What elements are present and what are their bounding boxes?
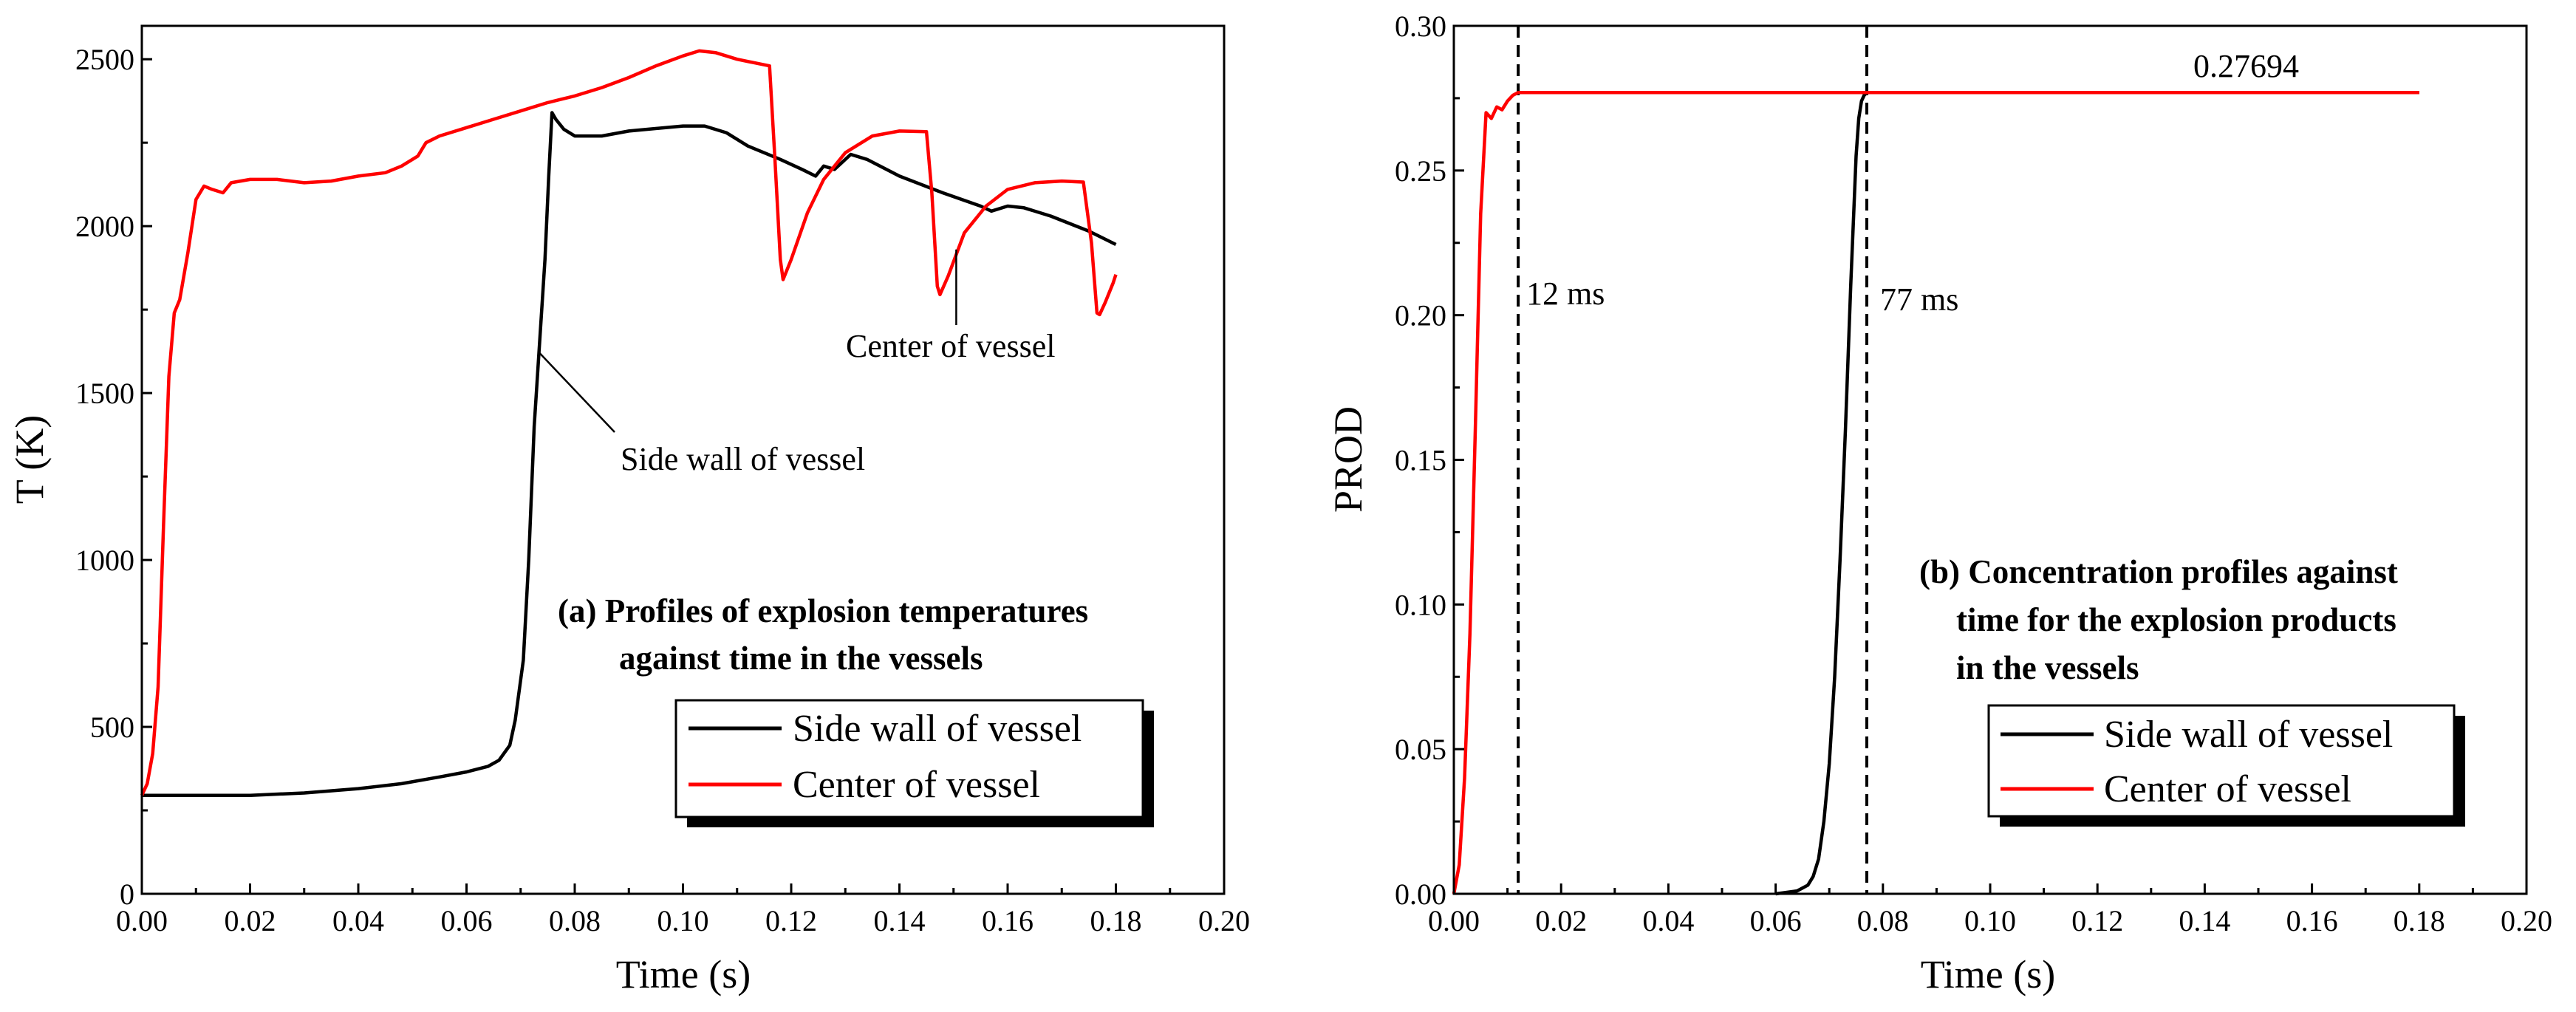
panel-a-x-tick-label: 0.16	[982, 904, 1034, 937]
panel-a-caption-line-2: against time in the vessels	[619, 640, 983, 677]
panel-b-vline-label-12ms: 12 ms	[1526, 276, 1605, 312]
panel-a-legend: Side wall of vessel Center of vessel	[674, 699, 1154, 827]
panel-b-series-center	[1452, 91, 2419, 895]
panel-b-y-tick-label: 0.25	[1395, 154, 1446, 188]
panel-b-x-tick-label: 0.14	[2179, 904, 2230, 937]
panel-b-legend-label-center: Center of vessel	[2104, 768, 2351, 810]
panel-a-y-tick-label: 0	[120, 878, 134, 911]
panel-a-x-tick-label: 0.02	[225, 904, 276, 937]
panel-b-y-tick-label: 0.20	[1395, 299, 1446, 332]
panel-b-x-tick-label: 0.10	[1964, 904, 2016, 937]
panel-b-ticks: 0.00 0.02 0.04 0.06 0.08 0.10 0.12 0.14 0.16 0.18…	[1395, 10, 2552, 937]
panel-b-vline-label-77ms: 77 ms	[1880, 281, 1958, 318]
panel-b-x-tick-label: 0.20	[2501, 904, 2552, 937]
panel-b-x-axis-label: Time (s)	[1921, 952, 2056, 996]
panel-a-series-side-wall	[142, 111, 1117, 797]
panel-b-caption-line-3: in the vessels	[1956, 649, 2139, 686]
panel-b-plateau-value-label: 0.27694	[2193, 48, 2299, 84]
panel-b-y-axis-label: PROD	[1326, 406, 1370, 513]
panel-b-y-tick-label: 0.15	[1395, 444, 1446, 477]
panel-a-side-wall-annotation: Side wall of vessel	[621, 441, 865, 477]
panel-a-legend-label-side-wall: Side wall of vessel	[793, 708, 1082, 750]
panel-a-x-axis-label: Time (s)	[616, 952, 751, 996]
panel-b-x-tick-label: 0.16	[2286, 904, 2338, 937]
panel-a-x-tick-label: 0.14	[874, 904, 926, 937]
panel-a-caption-line-1: (a) Profiles of explosion temperatures	[558, 592, 1088, 629]
panel-b-legend-box	[1987, 704, 2456, 818]
panel-a-x-tick-label: 0.20	[1198, 904, 1250, 937]
panel-a-x-tick-label: 0.18	[1090, 904, 1142, 937]
panel-b-x-tick-label: 0.02	[1535, 904, 1587, 937]
panel-a-series-group	[140, 49, 1118, 797]
panel-b-x-tick-label: 0.18	[2394, 904, 2445, 937]
panel-b-y-tick-label: 0.05	[1395, 733, 1446, 766]
panel-a-ticks: 0.00 0.02 0.04 0.06 0.08 0.10 0.12 0.14 0.16 0.18…	[75, 43, 1250, 937]
panel-b-legend: Side wall of vessel Center of vessel	[1987, 704, 2465, 827]
panel-b-y-tick-label: 0.30	[1395, 10, 1446, 43]
panel-b-x-tick-label: 0.06	[1750, 904, 1802, 937]
panel-b-y-tick-label: 0.00	[1395, 878, 1446, 911]
panel-a-x-tick-label: 0.08	[549, 904, 601, 937]
panel-a-y-tick-label: 1500	[75, 377, 134, 410]
panel-a-y-tick-label: 1000	[75, 544, 134, 577]
panel-a-x-tick-label: 0.12	[765, 904, 817, 937]
panel-a-y-tick-label: 2000	[75, 210, 134, 243]
panel-a-x-tick-label: 0.10	[657, 904, 709, 937]
panel-b-concentration-chart: 0.00 0.02 0.04 0.06 0.08 0.10 0.12 0.14 0.16 0.18…	[1326, 10, 2552, 996]
panel-a-y-tick-label: 500	[90, 711, 134, 744]
panel-a-x-tick-label: 0.04	[332, 904, 384, 937]
panel-b-series-group	[1452, 91, 2419, 896]
panel-a-legend-box	[674, 699, 1144, 818]
panel-b-x-tick-label: 0.12	[2071, 904, 2123, 937]
panel-a-center-annotation: Center of vessel	[846, 328, 1055, 364]
panel-a-legend-label-center: Center of vessel	[793, 764, 1040, 806]
panel-b-x-tick-label: 0.04	[1642, 904, 1694, 937]
panel-b-caption-line-1: (b) Concentration profiles against	[1919, 553, 2398, 590]
panel-b-x-tick-label: 0.00	[1428, 904, 1480, 937]
panel-a-side-wall-leader-line	[539, 352, 615, 433]
panel-b-caption-line-2: time for the explosion products	[1956, 601, 2396, 638]
panel-a-x-tick-label: 0.06	[441, 904, 493, 937]
panel-b-reference-lines	[1517, 26, 1869, 894]
panel-b-series-side-wall	[1775, 91, 2419, 896]
panel-a-y-axis-label: T (K)	[7, 415, 52, 504]
panel-a-x-tick-label: 0.00	[116, 904, 168, 937]
panel-b-x-tick-label: 0.08	[1857, 904, 1909, 937]
panel-a-y-tick-label: 2500	[75, 43, 134, 76]
panel-a-series-center	[140, 49, 1118, 796]
panel-b-y-tick-label: 0.10	[1395, 588, 1446, 621]
panel-b-legend-label-side-wall: Side wall of vessel	[2104, 714, 2393, 756]
panel-a-temperature-chart: 0.00 0.02 0.04 0.06 0.08 0.10 0.12 0.14 0.16 0.18…	[7, 24, 1250, 996]
